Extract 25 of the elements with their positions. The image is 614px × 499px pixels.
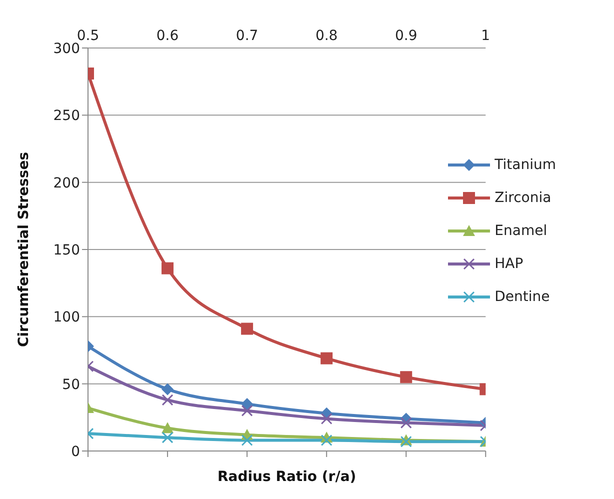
x-axis-title: Radius Ratio (r/a) bbox=[217, 469, 356, 485]
point bbox=[241, 404, 253, 416]
point bbox=[241, 398, 254, 410]
legend-label: Dentine bbox=[494, 288, 550, 304]
legend-label: Enamel bbox=[494, 222, 548, 238]
x-tick-label: 0.9 bbox=[394, 28, 418, 44]
y-tick-label: 100 bbox=[53, 310, 80, 326]
legend-label: HAP bbox=[494, 256, 524, 272]
x-tick-label: 0.6 bbox=[156, 28, 179, 44]
y-tick-label: 150 bbox=[53, 242, 80, 258]
point bbox=[320, 434, 332, 446]
y-tick-label: 50 bbox=[62, 376, 80, 393]
point bbox=[320, 352, 333, 364]
y-tick-label: 250 bbox=[53, 108, 80, 124]
point bbox=[241, 434, 253, 446]
point bbox=[241, 322, 254, 335]
y-tick-label: 200 bbox=[53, 175, 80, 192]
y-axis-title: Circumferential Stresses bbox=[16, 152, 32, 348]
x-tick-label: 0.7 bbox=[236, 28, 258, 44]
legend-label: Zirconia bbox=[494, 190, 552, 206]
point bbox=[320, 413, 332, 425]
x-tick-label: 0.8 bbox=[315, 28, 338, 44]
legend-label: Titanium bbox=[494, 156, 556, 172]
x-tick-label: 1 bbox=[481, 28, 490, 44]
y-tick-label: 0 bbox=[71, 444, 80, 460]
